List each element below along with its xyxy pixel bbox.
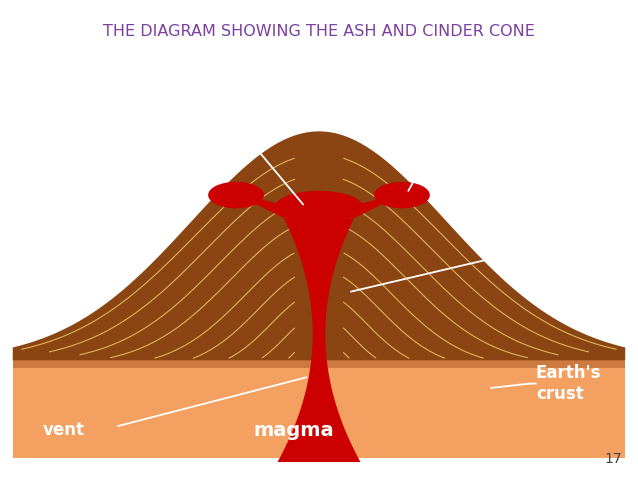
Text: Earth's
crust: Earth's crust [536, 364, 602, 403]
Bar [13, 360, 625, 458]
Text: lava: lava [408, 101, 473, 191]
Polygon shape [228, 189, 301, 222]
Text: magma: magma [253, 421, 334, 440]
Text: vent: vent [43, 421, 85, 439]
Text: crater: crater [185, 89, 303, 205]
Polygon shape [278, 218, 360, 462]
Ellipse shape [208, 182, 264, 208]
Ellipse shape [374, 182, 430, 208]
Polygon shape [337, 189, 410, 222]
Ellipse shape [275, 191, 363, 223]
Polygon shape [13, 131, 625, 360]
Text: pipe: pipe [351, 247, 528, 292]
Text: THE DIAGRAM SHOWING THE ASH AND CINDER CONE: THE DIAGRAM SHOWING THE ASH AND CINDER C… [103, 24, 535, 39]
Text: 17: 17 [604, 452, 622, 466]
Text: cone: cone [6, 241, 51, 259]
Bar [13, 360, 625, 368]
Text: layers of lava,
ash or cinders: layers of lava, ash or cinders [6, 91, 139, 130]
